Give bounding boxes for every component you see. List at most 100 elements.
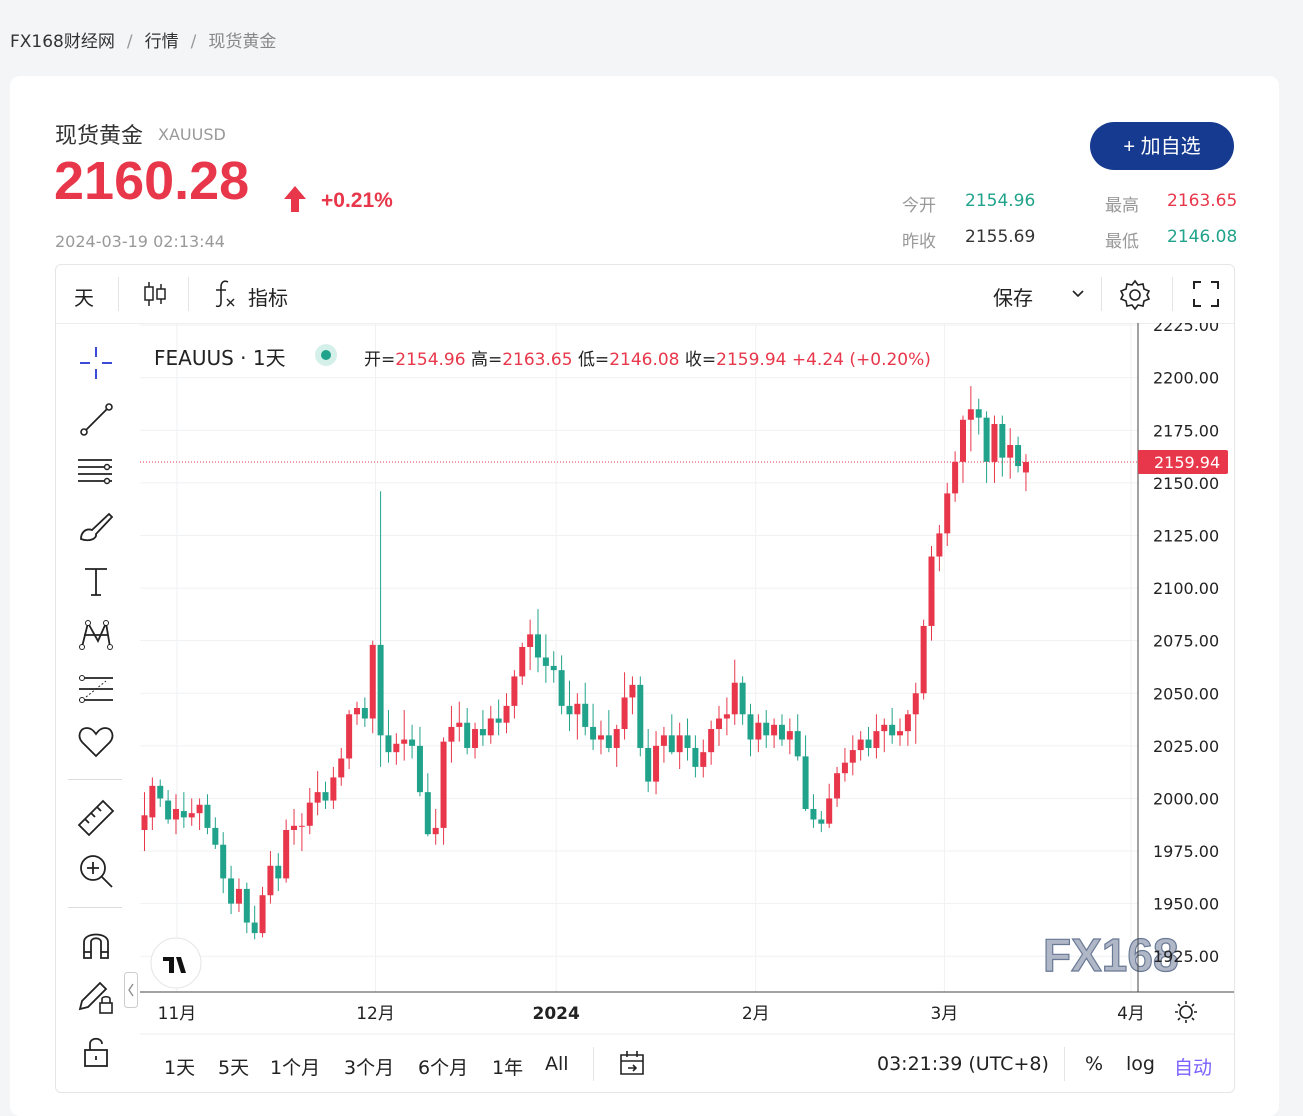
chart-legend: FEAUUS · 1天 xyxy=(154,342,286,371)
crosshair-icon[interactable] xyxy=(76,343,116,383)
candle-body xyxy=(708,729,715,753)
range-5d[interactable]: 5天 xyxy=(218,1057,250,1079)
candle-body xyxy=(472,729,479,748)
candle-body xyxy=(597,735,604,740)
candle xyxy=(802,735,809,812)
lock-icon[interactable] xyxy=(76,1032,116,1072)
candle-body xyxy=(944,493,951,534)
candle xyxy=(975,398,982,435)
candles-icon[interactable] xyxy=(142,280,168,308)
candle-body xyxy=(818,819,825,824)
add-watchlist-button[interactable]: + 加自选 xyxy=(1090,122,1234,170)
candle xyxy=(857,731,864,761)
y-tick-label: 2200.00 xyxy=(1153,369,1219,388)
candle xyxy=(330,766,337,809)
indicators-button[interactable]: 指标 xyxy=(248,286,288,310)
y-tick-label: 2175.00 xyxy=(1153,421,1219,440)
save-button[interactable]: 保存 xyxy=(993,286,1033,310)
candle xyxy=(157,779,164,807)
candle-body xyxy=(456,722,463,727)
candle-body xyxy=(361,707,368,719)
candle-body xyxy=(716,718,723,730)
candle-body xyxy=(330,777,337,801)
candle xyxy=(613,724,620,767)
candle xyxy=(897,718,904,746)
y-tick-label: 2050.00 xyxy=(1153,684,1219,703)
candle xyxy=(826,783,833,828)
y-tick-label: 1975.00 xyxy=(1153,842,1219,861)
magnet-icon[interactable] xyxy=(76,924,116,964)
candle xyxy=(771,718,778,748)
settings-small-icon[interactable] xyxy=(1175,1001,1197,1023)
range-1d[interactable]: 1天 xyxy=(164,1057,196,1079)
candle-body xyxy=(897,731,904,736)
breadcrumb-home[interactable]: FX168财经网 xyxy=(10,32,115,52)
range-1m[interactable]: 1个月 xyxy=(270,1057,321,1079)
candle xyxy=(314,771,321,816)
candle-body xyxy=(574,703,581,715)
candle xyxy=(684,718,691,761)
ruler-icon[interactable] xyxy=(76,797,116,837)
fib-icon[interactable] xyxy=(76,452,116,492)
range-all[interactable]: All xyxy=(545,1053,569,1075)
gear-icon[interactable] xyxy=(1119,279,1151,311)
heart-icon[interactable] xyxy=(76,722,116,762)
candle xyxy=(991,415,998,483)
candle-body xyxy=(542,657,549,666)
interval-button[interactable]: 天 xyxy=(74,286,94,310)
fx-icon[interactable] xyxy=(212,278,238,310)
auto-scale-toggle[interactable]: 自动 xyxy=(1174,1057,1213,1079)
candle xyxy=(660,726,667,763)
trend-line-icon[interactable] xyxy=(76,399,116,439)
candle-body xyxy=(613,729,620,748)
candle-body xyxy=(834,773,841,799)
percent-toggle[interactable]: % xyxy=(1085,1053,1104,1075)
collapse-toolbar-button[interactable] xyxy=(124,972,138,1008)
log-toggle[interactable]: log xyxy=(1126,1053,1155,1075)
candle xyxy=(716,705,723,746)
range-1y[interactable]: 1年 xyxy=(492,1057,524,1079)
fullscreen-icon[interactable] xyxy=(1192,280,1220,308)
market-status-icon xyxy=(315,344,337,366)
candle xyxy=(542,634,549,683)
candle-body xyxy=(920,625,927,694)
text-icon[interactable] xyxy=(76,561,116,601)
pencil-lock-icon[interactable] xyxy=(76,977,116,1017)
candle-body xyxy=(692,747,699,767)
candle xyxy=(220,832,227,894)
ohlc-readout: 开=2154.96 高=2163.65 低=2146.08 收=2159.94 … xyxy=(364,345,931,370)
range-3m[interactable]: 3个月 xyxy=(344,1057,395,1079)
chevron-down-icon[interactable] xyxy=(1071,289,1085,299)
tv-logo-icon[interactable] xyxy=(150,937,202,989)
zoom-in-icon[interactable] xyxy=(76,851,116,891)
candle xyxy=(385,710,392,763)
candle xyxy=(141,792,148,852)
forecast-icon[interactable] xyxy=(76,669,116,709)
breadcrumb-section[interactable]: 行情 xyxy=(144,32,179,52)
close-value: 2159.94 xyxy=(716,350,787,370)
candle-body xyxy=(763,722,770,736)
candle xyxy=(267,851,274,904)
candle-body xyxy=(535,634,541,658)
brush-icon[interactable] xyxy=(76,506,116,546)
candle xyxy=(708,720,715,765)
range-6m[interactable]: 6个月 xyxy=(418,1057,469,1079)
candle xyxy=(763,710,770,748)
candlestick-chart[interactable]: FX168 11月 12月 2024 2月 3月 4月 1925.00 1950.00 197… xyxy=(140,323,1234,1092)
clock-readout[interactable]: 03:21:39 (UTC+8) xyxy=(877,1053,1049,1075)
low-value: 2146.08 xyxy=(1167,227,1238,247)
candle-body xyxy=(416,745,423,793)
high-value: 2163.65 xyxy=(502,350,573,370)
pattern-icon[interactable] xyxy=(76,615,116,655)
candle-body xyxy=(865,739,872,748)
candle xyxy=(1015,436,1022,473)
candle-body xyxy=(519,646,526,677)
candle xyxy=(755,714,762,753)
candle-body xyxy=(212,827,219,845)
candle xyxy=(409,724,416,759)
calendar-icon[interactable] xyxy=(618,1049,646,1077)
candle-body xyxy=(393,743,400,753)
legend-symbol[interactable]: FEAUUS · 1天 xyxy=(154,346,286,370)
candle-body xyxy=(432,827,439,835)
candle-body xyxy=(590,726,597,740)
